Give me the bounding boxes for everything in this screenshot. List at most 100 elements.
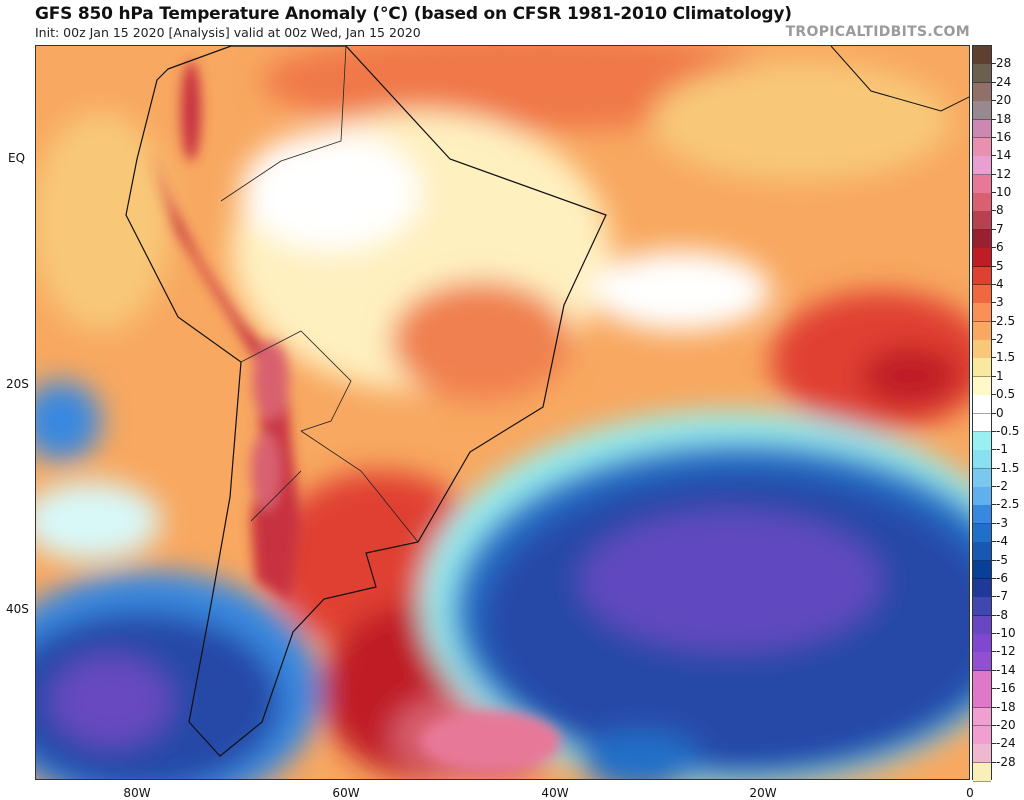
colorbar-swatch xyxy=(973,284,991,304)
colorbar-tick xyxy=(992,467,996,469)
colorbar-swatch xyxy=(973,413,991,433)
colorbar-swatch xyxy=(973,395,991,414)
colorbar xyxy=(972,45,992,782)
colorbar-label: -1.5 xyxy=(996,460,1020,475)
colorbar-tick xyxy=(992,210,996,212)
colorbar-swatch xyxy=(973,211,991,231)
colorbar-swatch xyxy=(973,46,991,65)
colorbar-swatch xyxy=(973,82,991,102)
colorbar-tick xyxy=(992,522,996,524)
colorbar-label: 7 xyxy=(996,221,1004,236)
colorbar-tick xyxy=(992,596,996,598)
colorbar-swatch xyxy=(973,725,991,745)
colorbar-label: 16 xyxy=(996,129,1012,144)
colorbar-label: -1 xyxy=(996,442,1008,457)
colorbar-tick xyxy=(992,541,996,543)
colorbar-label: -20 xyxy=(996,717,1016,732)
colorbar-swatch xyxy=(973,358,991,378)
anomaly-field xyxy=(36,46,969,779)
site-watermark: TROPICALTIDBITS.COM xyxy=(785,24,970,40)
lat-label-20s: 20S xyxy=(6,377,29,391)
country-borders xyxy=(220,46,419,543)
lon-label-20w: 20W xyxy=(749,786,777,800)
colorbar-tick xyxy=(992,265,996,267)
colorbar-swatch xyxy=(973,505,991,525)
colorbar-tick xyxy=(992,504,996,506)
colorbar-tick xyxy=(992,614,996,616)
colorbar-tick xyxy=(992,155,996,157)
colorbar-swatch xyxy=(973,744,991,764)
colorbar-tick xyxy=(992,81,996,83)
colorbar-swatch xyxy=(973,670,991,690)
colorbar-label: 4 xyxy=(996,276,1004,291)
colorbar-swatch xyxy=(973,634,991,653)
chart-subtitle: Init: 00z Jan 15 2020 [Analysis] valid a… xyxy=(35,25,421,40)
colorbar-swatch xyxy=(973,266,991,286)
lat-label-eq: EQ xyxy=(8,151,26,165)
colorbar-swatch xyxy=(973,707,991,727)
colorbar-tick xyxy=(992,412,996,414)
colorbar-tick xyxy=(992,302,996,304)
colorbar-swatch xyxy=(973,689,991,708)
colorbar-label: 1.5 xyxy=(996,350,1016,365)
colorbar-tick xyxy=(992,743,996,745)
colorbar-label: 20 xyxy=(996,93,1012,108)
colorbar-tick xyxy=(992,449,996,451)
colorbar-label: 12 xyxy=(996,166,1012,181)
colorbar-tick xyxy=(992,486,996,487)
colorbar-swatch xyxy=(973,542,991,561)
colorbar-label: -4 xyxy=(996,534,1008,549)
colorbar-swatch xyxy=(973,64,991,84)
colorbar-swatch xyxy=(973,652,991,672)
colorbar-label: -2 xyxy=(996,479,1008,493)
colorbar-swatch xyxy=(973,376,991,396)
colorbar-swatch xyxy=(973,615,991,635)
colorbar-tick xyxy=(992,173,996,175)
colorbar-label: -14 xyxy=(996,662,1016,677)
colorbar-tick xyxy=(992,559,996,561)
colorbar-swatch xyxy=(973,321,991,341)
africa-coastline xyxy=(830,46,969,112)
colorbar-tick xyxy=(992,247,996,249)
colorbar-tick xyxy=(992,577,996,579)
colorbar-label: -18 xyxy=(996,699,1016,714)
colorbar-tick xyxy=(992,228,996,230)
colorbar-tick xyxy=(992,283,996,285)
colorbar-swatch xyxy=(973,468,991,488)
colorbar-label: -2.5 xyxy=(996,497,1020,512)
lon-label-0: 0 xyxy=(966,786,974,800)
colorbar-tick xyxy=(992,375,996,377)
colorbar-label: 0 xyxy=(996,405,1004,420)
colorbar-tick xyxy=(992,339,996,340)
colorbar-tick xyxy=(992,669,996,671)
colorbar-label: 6 xyxy=(996,240,1004,255)
colorbar-label: -3 xyxy=(996,515,1008,530)
colorbar-tick xyxy=(992,320,996,322)
colorbar-swatch xyxy=(973,597,991,617)
colorbar-swatch xyxy=(973,101,991,120)
colorbar-label: -10 xyxy=(996,626,1016,640)
colorbar-swatch xyxy=(973,762,991,782)
colorbar-tick xyxy=(992,724,996,726)
lat-label-40s: 40S xyxy=(6,602,29,616)
colorbar-tick xyxy=(992,706,996,708)
colorbar-label: 28 xyxy=(996,56,1012,71)
colorbar-tick xyxy=(992,430,996,432)
colorbar-swatch xyxy=(973,523,991,543)
colorbar-label: 8 xyxy=(996,203,1004,218)
colorbar-swatch xyxy=(973,119,991,139)
lon-label-60w: 60W xyxy=(332,786,360,800)
colorbar-tick xyxy=(992,633,996,634)
lon-label-80w: 80W xyxy=(123,786,151,800)
colorbar-label: -8 xyxy=(996,607,1008,622)
colorbar-swatch xyxy=(973,174,991,194)
colorbar-swatch xyxy=(973,137,991,157)
colorbar-swatch xyxy=(973,248,991,267)
south-america-coastline xyxy=(125,46,607,757)
colorbar-label: 10 xyxy=(996,185,1012,199)
colorbar-label: 2 xyxy=(996,332,1004,346)
colorbar-swatch xyxy=(973,431,991,451)
colorbar-label: -16 xyxy=(996,681,1016,696)
lon-label-40w: 40W xyxy=(541,786,569,800)
colorbar-label: -6 xyxy=(996,570,1008,585)
